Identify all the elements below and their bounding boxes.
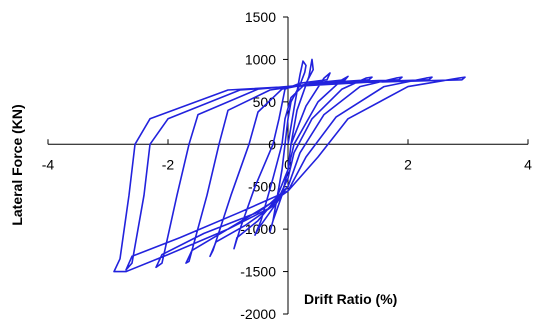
x-tick-label: -2 — [162, 156, 175, 172]
hysteresis-series-line — [113, 58, 466, 273]
y-tick-label: 500 — [253, 94, 277, 110]
x-tick-label: 4 — [524, 156, 532, 172]
x-tick-label: 2 — [404, 156, 412, 172]
y-axis-title: Lateral Force (KN) — [9, 104, 25, 225]
x-axis-title: Drift Ratio (%) — [304, 291, 397, 307]
y-tick-label: -1500 — [240, 264, 276, 280]
y-tick-label: 1500 — [245, 9, 276, 25]
x-tick-label: -4 — [42, 156, 55, 172]
y-tick-label: 1000 — [245, 51, 276, 67]
y-tick-label: -2000 — [240, 306, 276, 322]
series-layer — [113, 58, 466, 273]
